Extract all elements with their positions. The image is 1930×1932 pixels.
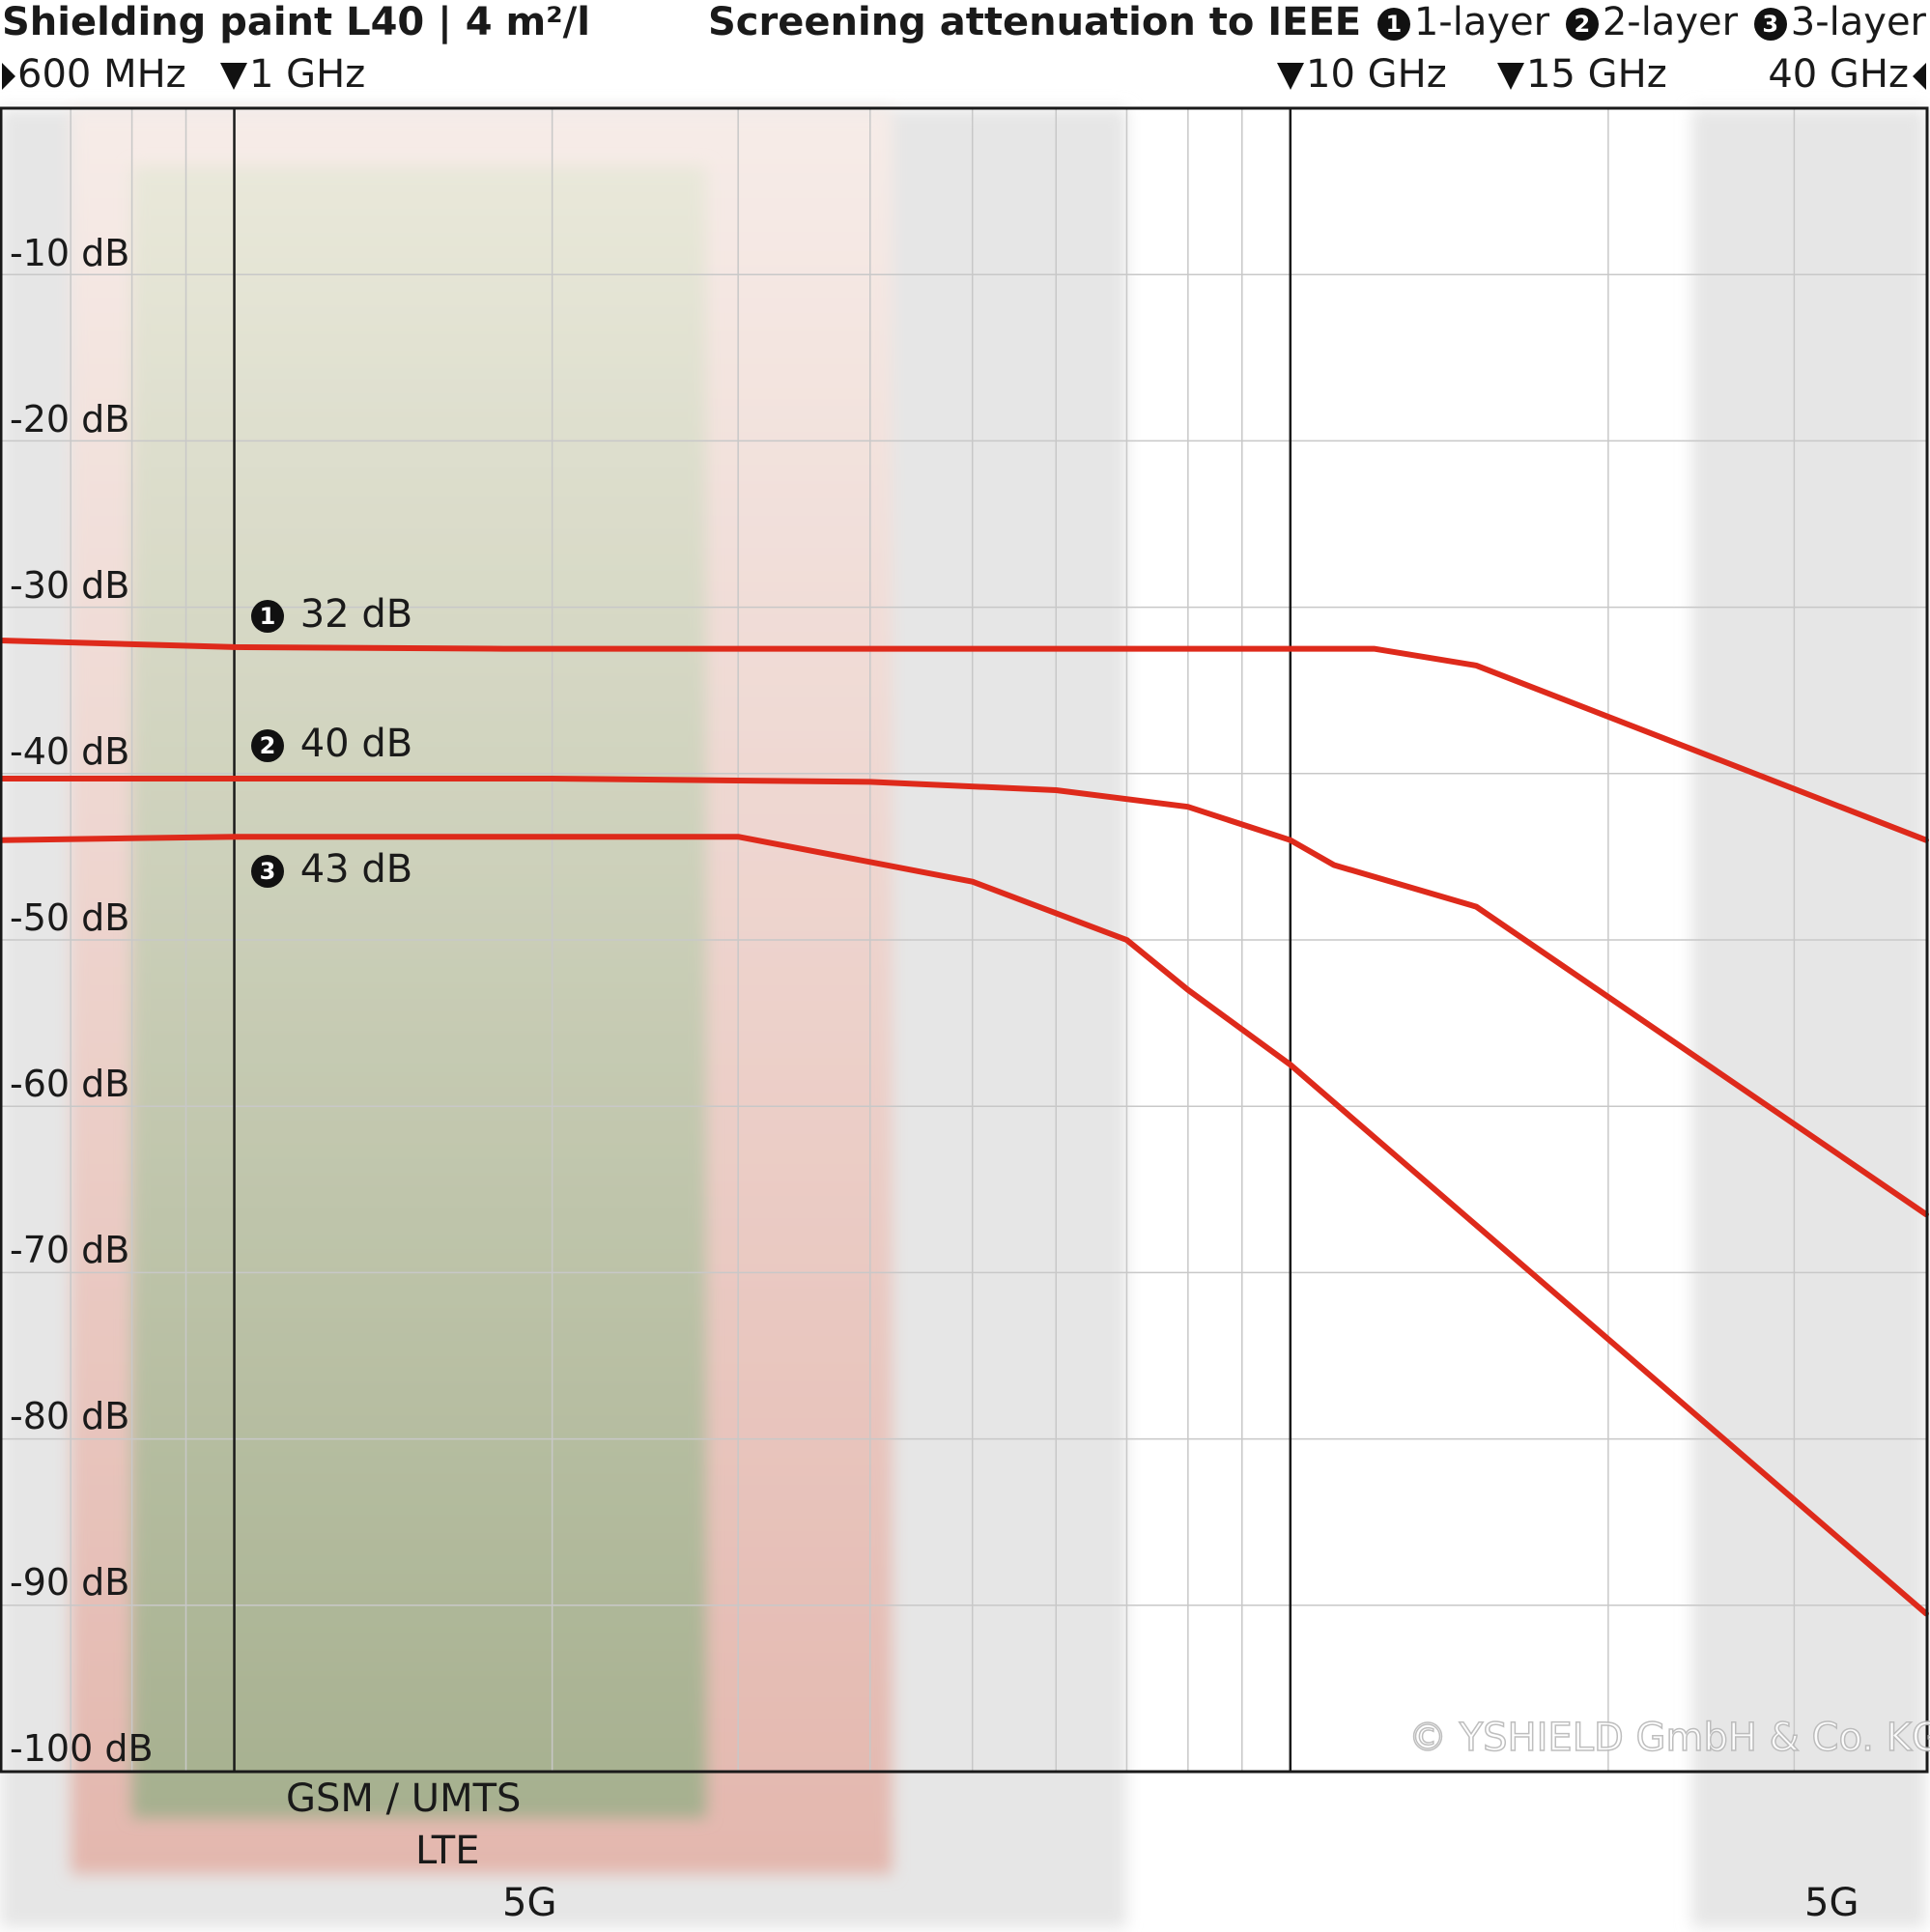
- legend-marker-2: 2: [1565, 8, 1599, 41]
- band-label-5g-high: 5G: [1804, 1881, 1859, 1925]
- chart-subtitle: Screening attenuation to IEEE: [708, 0, 1362, 44]
- y-tick-label: -60 dB: [10, 1063, 130, 1105]
- legend: Screening attenuation to IEEE 1 1-layer 2…: [708, 0, 1926, 44]
- chart-title: Shielding paint L40 | 4 m²/l: [2, 0, 590, 44]
- y-tick-label: -70 dB: [10, 1229, 130, 1271]
- legend-marker-3: 3: [1753, 8, 1787, 41]
- band-gsm-umts: [131, 166, 707, 1818]
- triangle-down-icon: [1497, 63, 1524, 90]
- series-line-2-layer: [0, 776, 1929, 1218]
- series-line-3-layer: [0, 834, 1929, 1617]
- grid: [0, 108, 1926, 1773]
- annotation-2-layer: 2 40 dB: [247, 723, 412, 765]
- y-tick-label: -90 dB: [10, 1561, 130, 1604]
- band-label-lte: LTE: [415, 1829, 480, 1873]
- marker-2: 2: [251, 729, 284, 762]
- legend-label-2: 2-layer: [1602, 0, 1739, 44]
- band-label-gsm-umts: GSM / UMTS: [286, 1776, 522, 1821]
- y-tick-label: -50 dB: [10, 896, 130, 939]
- triangle-right-icon: [2, 63, 15, 90]
- y-tick-label: -30 dB: [10, 564, 130, 607]
- plot-frame: [0, 106, 1929, 1774]
- curves: [0, 638, 1929, 1617]
- freq-marker-15ghz: 15 GHz: [1497, 52, 1667, 97]
- freq-marker-600mhz: 600 MHz: [2, 52, 186, 97]
- freq-marker-40ghz: 40 GHz: [1768, 52, 1926, 97]
- triangle-down-icon: [220, 63, 247, 90]
- freq-marker-1ghz: 1 GHz: [220, 52, 365, 97]
- legend-label-3: 3-layer: [1790, 0, 1926, 44]
- annotation-1-layer: 1 32 dB: [247, 593, 412, 636]
- y-tick-label: -40 dB: [10, 730, 130, 773]
- y-tick-label: -100 dB: [10, 1727, 154, 1770]
- series-line-1-layer: [0, 638, 1929, 843]
- marker-3: 3: [251, 855, 284, 888]
- band-label-5g-low: 5G: [502, 1881, 557, 1925]
- y-tick-label: -10 dB: [10, 232, 130, 274]
- marker-1: 1: [251, 600, 284, 633]
- legend-marker-1: 1: [1377, 8, 1410, 41]
- copyright-watermark: © YSHIELD GmbH & Co. KG: [1407, 1715, 1930, 1761]
- triangle-left-icon: [1913, 63, 1926, 90]
- triangle-down-icon: [1277, 63, 1304, 90]
- band-5g-high: [1691, 108, 1926, 1928]
- legend-label-1: 1-layer: [1413, 0, 1550, 44]
- freq-marker-10ghz: 10 GHz: [1277, 52, 1447, 97]
- y-tick-label: -20 dB: [10, 398, 130, 440]
- annotation-3-layer: 3 43 dB: [247, 848, 412, 891]
- y-tick-label: -80 dB: [10, 1395, 130, 1437]
